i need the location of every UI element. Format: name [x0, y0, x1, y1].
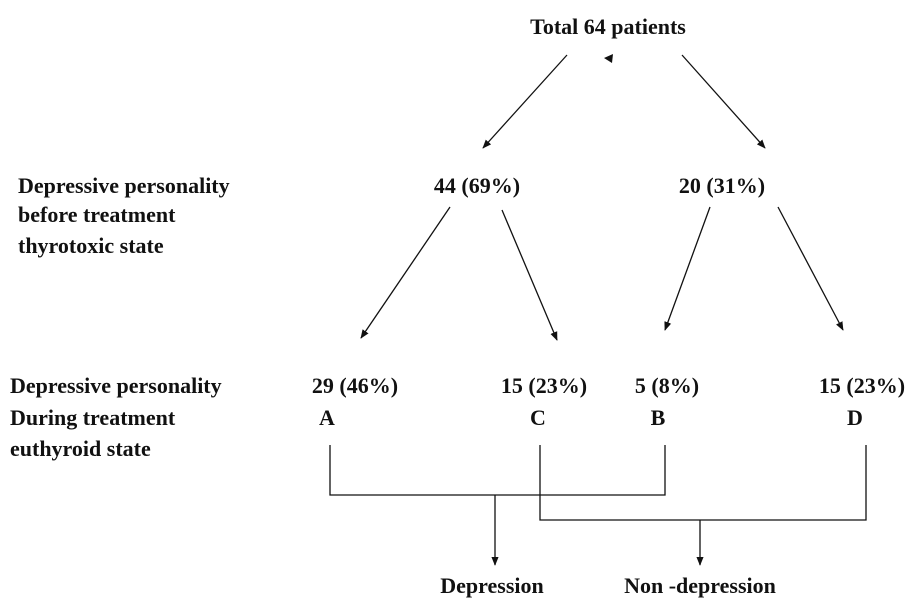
node-label: 20 (31%): [679, 173, 765, 198]
row-label: During treatment: [10, 405, 176, 430]
bracket: [329, 445, 666, 496]
group-letter: D: [847, 405, 863, 430]
arrow: [681, 54, 766, 149]
group-letter: B: [651, 405, 666, 430]
arrow: [777, 206, 844, 331]
group-count: 29 (46%): [312, 373, 398, 398]
bracket: [539, 445, 867, 521]
arrow: [664, 206, 711, 331]
node-label: 44 (69%): [434, 173, 520, 198]
group-letter: A: [319, 405, 335, 430]
group-count: 15 (23%): [819, 373, 905, 398]
outcome-label: Non -depression: [624, 573, 776, 598]
arrow: [482, 54, 568, 149]
outcome-label: Depression: [440, 573, 544, 598]
arrow: [501, 209, 558, 341]
group-count: 5 (8%): [635, 373, 699, 398]
row-label: thyrotoxic state: [18, 233, 164, 258]
group-count: 15 (23%): [501, 373, 587, 398]
arrow: [360, 206, 451, 339]
stray-arrowhead: [604, 54, 613, 63]
row-label: euthyroid state: [10, 436, 151, 461]
row-label: Depressive personality: [18, 173, 230, 198]
row-label: Depressive personality: [10, 373, 222, 398]
row-label: before treatment: [18, 202, 176, 227]
title: Total 64 patients: [530, 14, 686, 39]
group-letter: C: [530, 405, 546, 430]
